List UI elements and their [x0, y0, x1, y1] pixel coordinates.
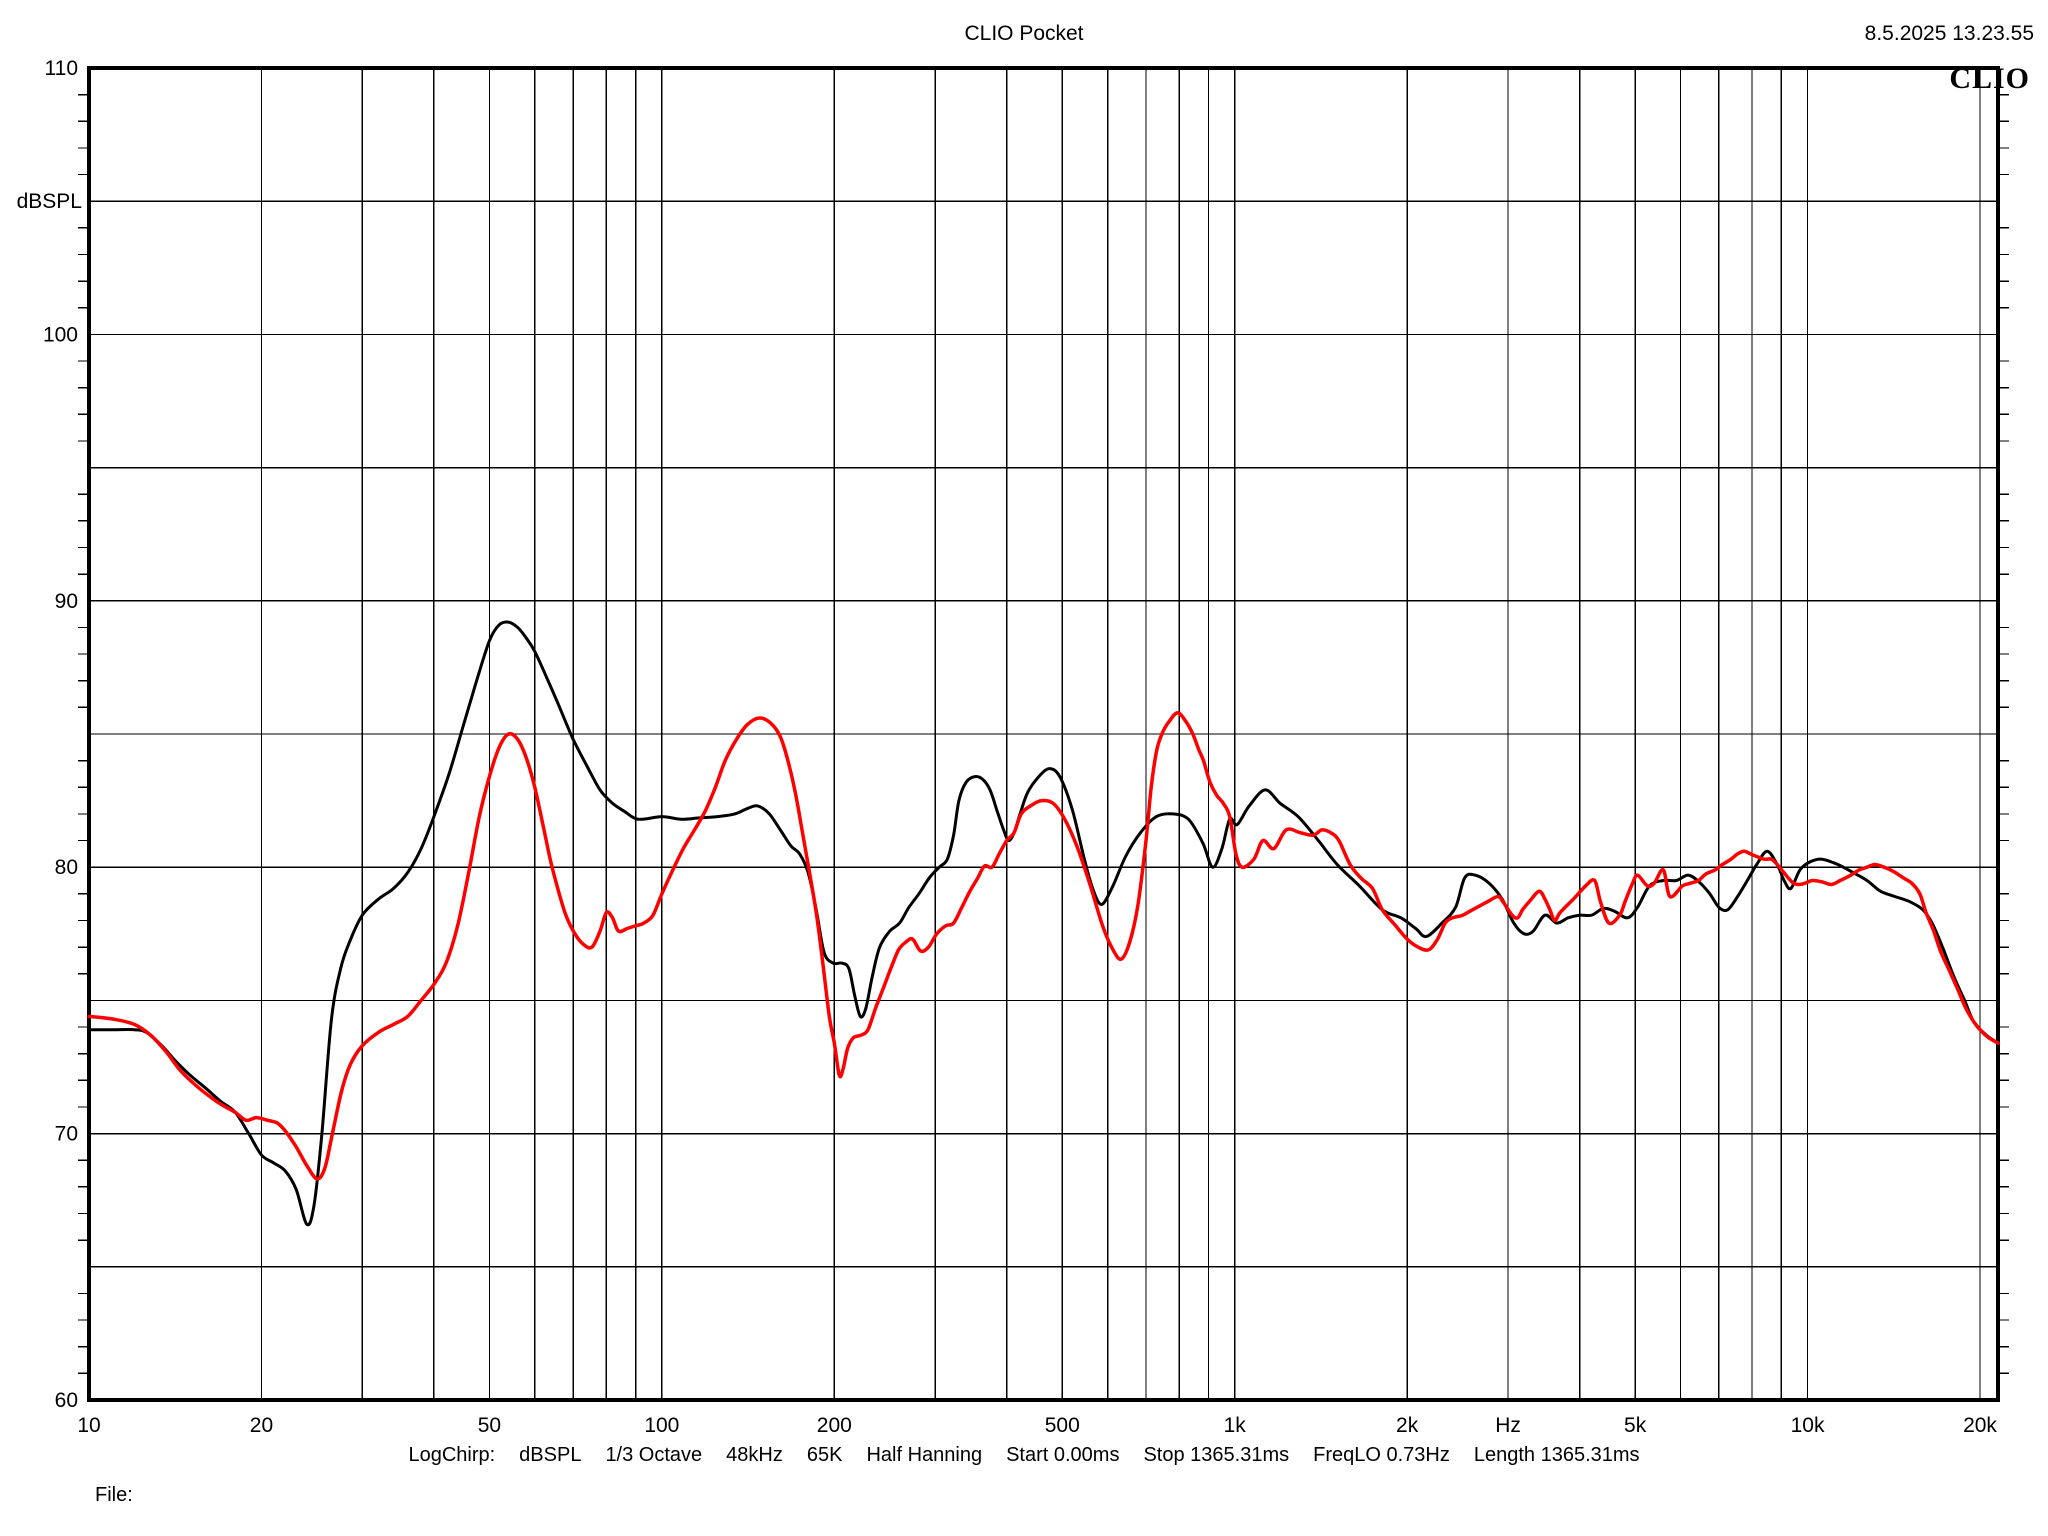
status-item-window: Half Hanning	[866, 1444, 983, 1466]
status-item-fft-size: 65K	[806, 1444, 843, 1466]
x-axis-tick-label: 50	[478, 1414, 501, 1437]
x-axis-tick-label: 100	[644, 1414, 679, 1437]
clio-brand-logo: CLIO	[1949, 62, 2030, 95]
y-axis-tick-label: 90	[55, 590, 78, 613]
status-item-unit: dBSPL	[519, 1444, 582, 1466]
status-item-freq-lo: FreqLO 0.73Hz	[1313, 1444, 1450, 1466]
x-axis-tick-label: 20	[250, 1414, 273, 1437]
y-axis-tick-label: 70	[55, 1123, 78, 1146]
y-axis-tick-label: 100	[43, 323, 78, 346]
y-axis-tick-label: 60	[55, 1389, 78, 1412]
measurement-status-bar: LogChirp: dBSPL 1/3 Octave 48kHz 65K Hal…	[0, 1444, 2048, 1467]
window-title: CLIO Pocket	[964, 22, 1084, 45]
status-item-smoothing: 1/3 Octave	[605, 1444, 703, 1466]
y-axis-tick-label: 80	[55, 856, 78, 879]
status-item-samplerate: 48kHz	[726, 1444, 783, 1466]
y-axis-unit-label: dBSPL	[17, 190, 82, 213]
status-item-length: Length 1365.31ms	[1473, 1444, 1640, 1466]
red-curve	[87, 710, 2000, 1181]
status-item-measurement-type: LogChirp:	[408, 1444, 496, 1466]
status-item-stop-time: Stop 1365.31ms	[1143, 1444, 1290, 1466]
x-axis-tick-label: 500	[1045, 1414, 1080, 1437]
plot-border	[87, 66, 2000, 1402]
file-label: File:	[95, 1484, 133, 1506]
measurement-datetime: 8.5.2025 13.23.55	[1864, 22, 2034, 45]
x-axis-tick-label: 10k	[1791, 1414, 1825, 1437]
x-axis-tick-label: 1k	[1224, 1414, 1247, 1437]
x-axis-tick-label: 20k	[1963, 1414, 1997, 1437]
x-axis-tick-label: 10	[77, 1414, 100, 1437]
status-item-start-time: Start 0.00ms	[1006, 1444, 1120, 1466]
x-axis-tick-label: 200	[817, 1414, 852, 1437]
black-curve	[87, 620, 2000, 1227]
y-axis-tick-label: 110	[45, 57, 78, 80]
x-axis-tick-label: 5k	[1624, 1414, 1647, 1437]
x-axis-unit-label: Hz	[1495, 1414, 1521, 1437]
x-axis-tick-label: 2k	[1396, 1414, 1419, 1437]
